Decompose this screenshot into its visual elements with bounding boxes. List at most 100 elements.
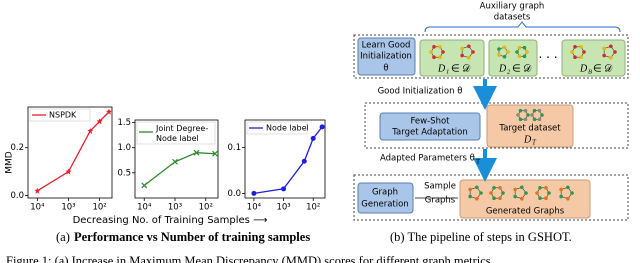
y-tick-label: 1.0 bbox=[117, 143, 131, 153]
plot-frame bbox=[134, 119, 219, 199]
graph-node bbox=[530, 113, 534, 117]
adapt-box bbox=[379, 112, 481, 141]
learn-label: Initialization bbox=[360, 52, 412, 62]
dataset-sub: B bbox=[588, 68, 592, 75]
graph-node bbox=[467, 55, 471, 60]
graph-node bbox=[535, 191, 539, 195]
graph-node bbox=[609, 44, 613, 49]
graph-node bbox=[471, 50, 475, 54]
graph-node bbox=[502, 45, 507, 50]
x-tick-label: 10² bbox=[306, 203, 320, 213]
target-title: Target dataset bbox=[498, 124, 561, 134]
point bbox=[251, 190, 257, 196]
graph-node bbox=[517, 54, 522, 59]
dataset-symbol: D bbox=[437, 63, 446, 74]
chart: 0.5 1.0 1.5 10⁴ 10³ 10² Joint Degree-Node labe… bbox=[117, 118, 219, 213]
learn-label: Learn Good bbox=[362, 41, 411, 51]
legend-box bbox=[29, 108, 91, 122]
graph-node bbox=[438, 45, 442, 49]
graph-node bbox=[468, 187, 472, 192]
graph-node bbox=[532, 117, 537, 122]
learn-label: θ bbox=[383, 64, 388, 74]
graph-node bbox=[559, 194, 563, 199]
aux-title: datasets bbox=[494, 13, 531, 23]
x-tick-label: 10⁴ bbox=[30, 203, 45, 213]
y-tick-label: 0.0 bbox=[10, 191, 24, 201]
legend-label: Joint Degree-Node label bbox=[155, 124, 208, 143]
dots: · · · bbox=[538, 51, 557, 65]
graph-node bbox=[498, 186, 502, 190]
graph-node bbox=[540, 113, 544, 117]
point bbox=[310, 135, 316, 141]
graph-node bbox=[613, 50, 617, 54]
graph-node bbox=[570, 191, 574, 195]
gen-box bbox=[357, 182, 414, 214]
graph-node bbox=[506, 50, 510, 54]
legend-box bbox=[136, 121, 216, 145]
graph-node bbox=[515, 50, 519, 54]
legend-box bbox=[246, 121, 308, 135]
graph-node bbox=[538, 186, 542, 190]
graph-node bbox=[522, 45, 527, 50]
point bbox=[212, 150, 218, 157]
gen-label: Graph bbox=[372, 188, 398, 198]
point bbox=[301, 158, 307, 164]
aux-title: Auxiliary graph bbox=[480, 2, 545, 12]
graph-node bbox=[525, 50, 529, 54]
legend-label: Node label bbox=[266, 124, 309, 133]
y-tick-label: 0.1 bbox=[227, 143, 241, 153]
graph-node bbox=[570, 50, 574, 54]
adapted-sub: T bbox=[475, 158, 480, 166]
x-tick-label: 10² bbox=[199, 203, 213, 213]
graph-node bbox=[432, 55, 436, 59]
graph-node bbox=[475, 196, 479, 201]
graph-node bbox=[532, 108, 537, 113]
graph-node bbox=[498, 196, 502, 200]
graph-node bbox=[559, 187, 563, 192]
figure-caption: Figure 1: (a) Increase in Maximum Mean D… bbox=[6, 254, 491, 263]
point bbox=[87, 127, 94, 134]
target-box bbox=[486, 104, 574, 148]
good-init: Good Initialization θ bbox=[378, 87, 463, 97]
learn-box bbox=[357, 37, 416, 76]
x-label: Decreasing No. of Training Samples ⟶ bbox=[73, 215, 268, 226]
graph-node bbox=[502, 54, 507, 59]
dataset-sub: 1 bbox=[446, 68, 449, 75]
point bbox=[281, 186, 287, 192]
graph-node bbox=[609, 55, 613, 60]
sample-label: Graphs bbox=[425, 196, 456, 206]
plot-frame bbox=[244, 119, 326, 199]
graph-node bbox=[526, 113, 530, 117]
graph-node bbox=[468, 194, 472, 199]
graph-node bbox=[492, 196, 496, 200]
x-tick-label: 10³ bbox=[61, 203, 75, 213]
dataset-rest: ∈ 𝒟 bbox=[512, 63, 531, 74]
dataset-box bbox=[561, 39, 626, 77]
graph-node bbox=[513, 194, 517, 199]
y-tick-label: 0.5 bbox=[117, 168, 131, 178]
y-tick-label: 0.0 bbox=[227, 189, 241, 199]
dataset-sub: 2 bbox=[507, 68, 511, 75]
point bbox=[193, 149, 200, 156]
dataset-rest: ∈ 𝒟 bbox=[451, 63, 470, 74]
graph-node bbox=[513, 187, 517, 192]
dataset-box bbox=[419, 39, 485, 77]
graph-node bbox=[520, 185, 524, 190]
graph-node bbox=[467, 44, 471, 49]
graph-node bbox=[523, 117, 528, 122]
caption-a: Performance vs Number of training sample… bbox=[74, 230, 310, 244]
dataset-symbol: D bbox=[579, 63, 588, 74]
graph-node bbox=[518, 117, 523, 122]
x-tick-label: 10³ bbox=[276, 203, 290, 213]
graph-node bbox=[522, 54, 527, 59]
adapted-label: Adapted Parameters θ bbox=[380, 154, 475, 164]
graph-node bbox=[438, 55, 442, 59]
plot-frame bbox=[27, 106, 113, 199]
target-sub: T bbox=[532, 139, 537, 147]
generated-box bbox=[459, 179, 591, 219]
graph-node bbox=[518, 108, 523, 113]
x-tick-label: 10⁴ bbox=[247, 203, 262, 213]
y-tick-label: 1.5 bbox=[117, 118, 131, 128]
point bbox=[34, 187, 41, 194]
